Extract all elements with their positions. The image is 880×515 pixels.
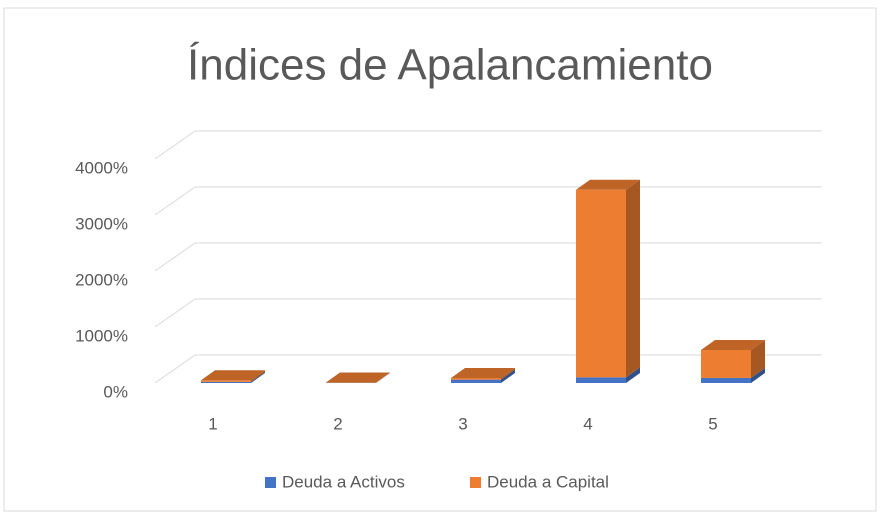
- bar-front: [451, 379, 501, 383]
- bar-top: [326, 372, 390, 383]
- bar-front: [701, 349, 751, 378]
- chart-frame: [3, 7, 877, 512]
- bar-front: [451, 377, 501, 380]
- x-tick-label: 3: [458, 414, 467, 433]
- x-tick-label: 2: [333, 414, 342, 433]
- x-tick-label: 1: [208, 414, 217, 433]
- bar-front: [576, 189, 626, 378]
- y-tick-label: 0%: [103, 382, 128, 401]
- bar-side: [626, 367, 640, 383]
- legend-label: Deuda a Activos: [282, 472, 405, 491]
- bar-top: [576, 179, 640, 190]
- bar-side: [251, 370, 265, 382]
- bar-top: [451, 367, 515, 378]
- bar-top: [701, 339, 765, 350]
- bar-side: [501, 367, 515, 380]
- bar-side: [751, 339, 765, 378]
- legend-swatch: [470, 477, 481, 488]
- legend-swatch: [265, 477, 276, 488]
- legend-label: Deuda a Capital: [487, 472, 609, 491]
- y-tick-label: 1000%: [75, 326, 128, 345]
- y-tick-label: 2000%: [75, 270, 128, 289]
- chart-title: Índices de Apalancamiento: [187, 41, 713, 90]
- bar-side: [251, 371, 265, 383]
- x-tick-label: 5: [708, 414, 717, 433]
- bar-front: [201, 380, 251, 382]
- y-tick-label: 4000%: [75, 158, 128, 177]
- y-tick-label: 3000%: [75, 214, 128, 233]
- bar-front: [576, 377, 626, 383]
- bar-side: [501, 369, 515, 383]
- bar-side: [626, 179, 640, 378]
- bar-top: [201, 370, 265, 381]
- bar-side: [376, 372, 390, 383]
- bar-side: [376, 372, 390, 383]
- bar-front: [701, 377, 751, 383]
- bar-front: [201, 381, 251, 383]
- bar-side: [751, 367, 765, 383]
- grid-line: [154, 130, 822, 160]
- x-tick-label: 4: [583, 414, 592, 433]
